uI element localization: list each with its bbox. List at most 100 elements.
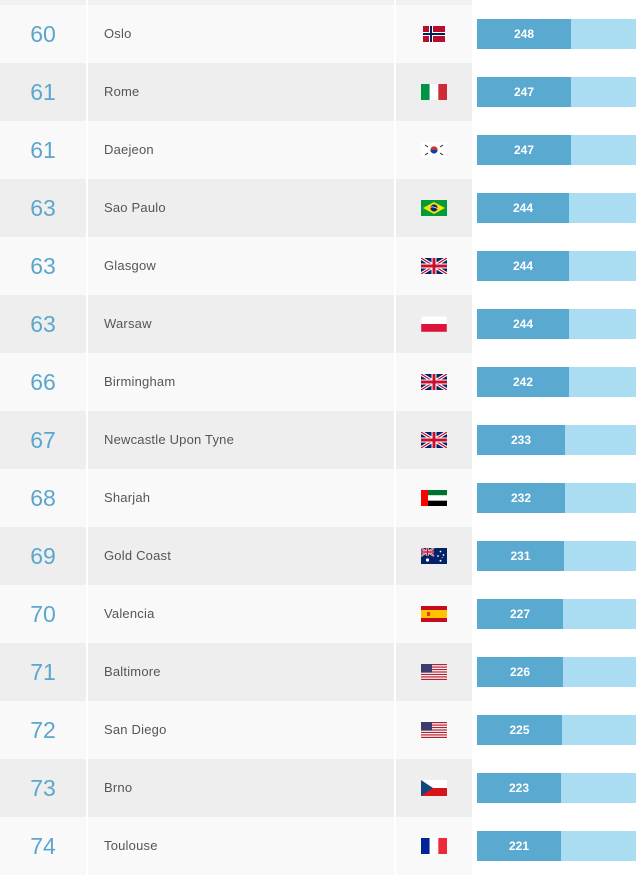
- score-bar-fill: [477, 831, 561, 861]
- city-cell: [88, 295, 394, 353]
- city-cell: [88, 237, 394, 295]
- score-bar-fill: [477, 309, 569, 339]
- score-value: 242: [512, 375, 534, 389]
- score-bar-track: 247: [477, 135, 636, 165]
- city-link[interactable]: Toulouse: [104, 838, 158, 853]
- uae-flag-icon: [421, 490, 447, 506]
- score-bar-fill: [477, 135, 571, 165]
- score-bar-track: 227: [477, 599, 636, 629]
- rank-cell: [0, 353, 86, 411]
- city-cell: [88, 759, 394, 817]
- score-value: 223: [508, 781, 530, 795]
- city-cell: [88, 817, 394, 875]
- city-cell: [88, 5, 394, 63]
- rank-cell: [0, 759, 86, 817]
- city-link[interactable]: Oslo: [104, 26, 132, 41]
- score-bar-fill: [477, 773, 561, 803]
- rank-cell: [0, 643, 86, 701]
- city-link[interactable]: Rome: [104, 84, 140, 99]
- table-row: 67 Newcastle Upon Tyne 233: [0, 411, 639, 469]
- table-row: 70 Valencia 227: [0, 585, 639, 643]
- brazil-flag-icon: [421, 200, 447, 216]
- city-link[interactable]: Daejeon: [104, 142, 154, 157]
- score-bar-fill: [477, 19, 571, 49]
- score-bar-track: 248: [477, 19, 636, 49]
- score-value: 244: [512, 201, 534, 215]
- italy-flag-icon: [421, 84, 447, 100]
- rank-number: 61: [30, 79, 56, 105]
- uk-flag-icon: [421, 374, 447, 390]
- score-value: 247: [513, 143, 535, 157]
- city-link[interactable]: San Diego: [104, 722, 167, 737]
- table-row: 72 San Diego 225: [0, 701, 639, 759]
- rank-cell: [0, 701, 86, 759]
- south-korea-flag-icon: [421, 142, 447, 158]
- score-value: 244: [512, 317, 534, 331]
- city-link[interactable]: Baltimore: [104, 664, 161, 679]
- score-bar-track: 226: [477, 657, 636, 687]
- table-row: 60 Oslo 248: [0, 5, 639, 63]
- table-row: 69 Gold Coast 231: [0, 527, 639, 585]
- rank-cell: [0, 411, 86, 469]
- score-bar-fill: [477, 657, 563, 687]
- city-cell: [88, 585, 394, 643]
- score-bar-track: 221: [477, 831, 636, 861]
- score-bar-fill: [477, 367, 569, 397]
- city-link[interactable]: Glasgow: [104, 258, 156, 273]
- rank-cell: [0, 179, 86, 237]
- city-link[interactable]: Gold Coast: [104, 548, 172, 563]
- score-bar-fill: [477, 193, 569, 223]
- rank-cell: [0, 817, 86, 875]
- score-bar-track: 244: [477, 193, 636, 223]
- rank-number: 68: [30, 485, 56, 511]
- city-link[interactable]: Valencia: [104, 606, 155, 621]
- rank-number: 72: [30, 717, 56, 743]
- score-bar-fill: [477, 715, 562, 745]
- city-link[interactable]: Brno: [104, 780, 133, 795]
- czech-flag-icon: [421, 780, 447, 796]
- usa-flag-icon: [421, 664, 447, 680]
- rank-number: 66: [30, 369, 56, 395]
- score-bar-fill: [477, 251, 569, 281]
- city-cell: [88, 469, 394, 527]
- city-link[interactable]: Sao Paulo: [104, 200, 166, 215]
- australia-flag-icon: [421, 548, 447, 564]
- table-row: 63 Sao Paulo 244: [0, 179, 639, 237]
- rank-cell: [0, 5, 86, 63]
- usa-flag-icon: [421, 722, 447, 738]
- rank-number: 61: [30, 137, 56, 163]
- rank-number: 60: [30, 21, 56, 47]
- score-value: 233: [510, 433, 532, 447]
- city-cell: [88, 63, 394, 121]
- table-row: 61 Rome 247: [0, 63, 639, 121]
- city-link[interactable]: Sharjah: [104, 490, 151, 505]
- city-link[interactable]: Newcastle Upon Tyne: [104, 432, 235, 447]
- score-bar-track: 247: [477, 77, 636, 107]
- score-bar-fill: [477, 541, 564, 571]
- score-bar-fill: [477, 599, 563, 629]
- rank-cell: [0, 63, 86, 121]
- table-row: 61 Daejeon 247: [0, 121, 639, 179]
- table-row: 66 Birmingham 242: [0, 353, 639, 411]
- score-value: 232: [510, 491, 532, 505]
- rank-number: 69: [30, 543, 56, 569]
- score-value: 227: [509, 607, 531, 621]
- table-row: 68 Sharjah 232: [0, 469, 639, 527]
- city-cell: [88, 411, 394, 469]
- uk-flag-icon: [421, 258, 447, 274]
- score-value: 244: [512, 259, 534, 273]
- score-bar-track: 232: [477, 483, 636, 513]
- city-link[interactable]: Birmingham: [104, 374, 176, 389]
- table-row: 73 Brno 223: [0, 759, 639, 817]
- rank-cell: [0, 237, 86, 295]
- city-cell: [88, 121, 394, 179]
- rank-cell: [0, 469, 86, 527]
- score-bar-track: 225: [477, 715, 636, 745]
- rank-cell: [0, 585, 86, 643]
- city-cell: [88, 643, 394, 701]
- rank-cell: [0, 121, 86, 179]
- score-value: 247: [513, 85, 535, 99]
- city-link[interactable]: Warsaw: [104, 316, 152, 331]
- score-bar-fill: [477, 425, 565, 455]
